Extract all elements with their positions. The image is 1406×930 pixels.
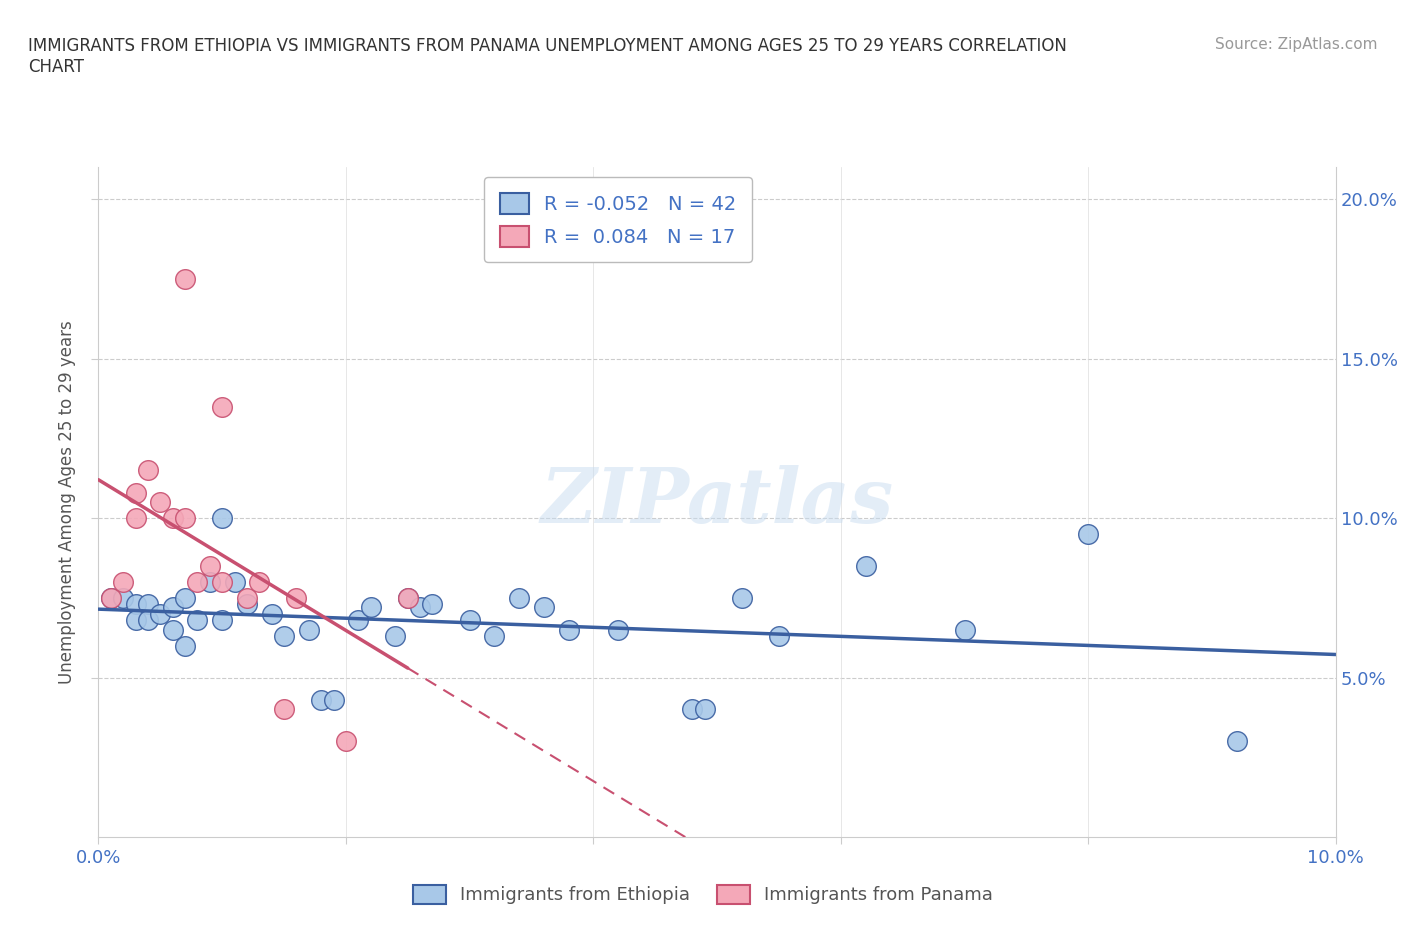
Point: [533, 600, 555, 615]
Point: [347, 613, 370, 628]
Point: [384, 629, 406, 644]
Point: [1226, 734, 1249, 749]
Point: [124, 485, 146, 500]
Point: [124, 597, 146, 612]
Point: [1077, 526, 1099, 541]
Point: [247, 575, 270, 590]
Point: [174, 511, 197, 525]
Point: [607, 622, 630, 637]
Text: IMMIGRANTS FROM ETHIOPIA VS IMMIGRANTS FROM PANAMA UNEMPLOYMENT AMONG AGES 25 TO: IMMIGRANTS FROM ETHIOPIA VS IMMIGRANTS F…: [28, 37, 1067, 76]
Text: Source: ZipAtlas.com: Source: ZipAtlas.com: [1215, 37, 1378, 52]
Point: [953, 622, 976, 637]
Point: [112, 591, 135, 605]
Point: [149, 495, 172, 510]
Point: [508, 591, 530, 605]
Point: [136, 597, 159, 612]
Point: [360, 600, 382, 615]
Point: [681, 702, 703, 717]
Point: [211, 613, 233, 628]
Point: [174, 638, 197, 653]
Point: [211, 399, 233, 414]
Point: [198, 559, 221, 574]
Point: [236, 591, 259, 605]
Point: [162, 511, 184, 525]
Point: [409, 600, 432, 615]
Point: [100, 591, 122, 605]
Point: [260, 606, 283, 621]
Text: ZIPatlas: ZIPatlas: [540, 465, 894, 539]
Point: [322, 693, 344, 708]
Point: [557, 622, 579, 637]
Point: [198, 575, 221, 590]
Point: [396, 591, 419, 605]
Point: [136, 613, 159, 628]
Point: [422, 597, 444, 612]
Point: [174, 591, 197, 605]
Point: [112, 575, 135, 590]
Point: [186, 613, 208, 628]
Point: [211, 511, 233, 525]
Legend: Immigrants from Ethiopia, Immigrants from Panama: Immigrants from Ethiopia, Immigrants fro…: [406, 878, 1000, 911]
Point: [458, 613, 481, 628]
Point: [149, 606, 172, 621]
Point: [162, 622, 184, 637]
Point: [124, 613, 146, 628]
Point: [693, 702, 716, 717]
Point: [186, 575, 208, 590]
Point: [136, 463, 159, 478]
Y-axis label: Unemployment Among Ages 25 to 29 years: Unemployment Among Ages 25 to 29 years: [58, 320, 76, 684]
Point: [855, 559, 877, 574]
Point: [396, 591, 419, 605]
Point: [309, 693, 332, 708]
Point: [124, 511, 146, 525]
Point: [100, 591, 122, 605]
Point: [224, 575, 246, 590]
Legend: R = -0.052   N = 42, R =  0.084   N = 17: R = -0.052 N = 42, R = 0.084 N = 17: [484, 177, 752, 262]
Point: [768, 629, 790, 644]
Point: [285, 591, 308, 605]
Point: [273, 702, 295, 717]
Point: [484, 629, 506, 644]
Point: [335, 734, 357, 749]
Point: [174, 272, 197, 286]
Point: [162, 600, 184, 615]
Point: [731, 591, 754, 605]
Point: [236, 597, 259, 612]
Point: [273, 629, 295, 644]
Point: [298, 622, 321, 637]
Point: [211, 575, 233, 590]
